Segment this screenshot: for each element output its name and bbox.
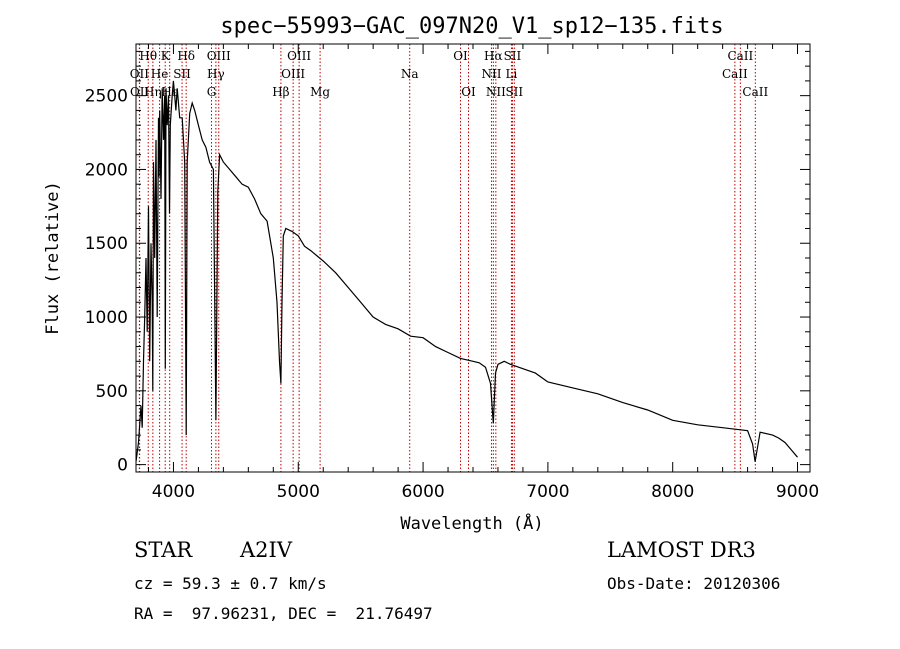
spectral-line-label: NII	[481, 67, 501, 81]
x-tick-label: 6000	[401, 482, 444, 502]
x-tick-label: 9000	[776, 482, 819, 502]
observation-date: Obs-Date: 20120306	[607, 574, 781, 593]
spectral-line-label: Hδ	[177, 49, 195, 63]
spectral-line-label: OIII	[207, 49, 231, 63]
spectral-line-label: Hγ	[207, 67, 225, 81]
redshift-velocity: cz = 59.3 ± 0.7 km/s	[134, 574, 327, 593]
spectral-line-label: SII	[505, 85, 523, 99]
spectral-line-label: CaII	[727, 49, 753, 63]
y-axis-ticks: 0 500 1000 1500 2000 2500	[85, 50, 810, 476]
y-tick-label: 2500	[85, 87, 128, 107]
x-axis-ticks: 4000 5000 6000 7000 8000 9000	[147, 44, 819, 502]
spectral-line-label: He	[151, 67, 169, 81]
flux-series-line	[135, 80, 798, 462]
spectral-line-label: Hε	[161, 85, 178, 99]
x-tick-label: 4000	[152, 482, 195, 502]
chart-title: spec−55993−GAC_097N20_V1_sp12−135.fits	[220, 14, 723, 39]
object-class: STAR	[134, 538, 193, 562]
plot-frame	[135, 43, 811, 473]
y-tick-label: 2000	[85, 160, 128, 180]
spectral-line-label: NII	[486, 85, 506, 99]
spectral-line-label: Na	[401, 67, 419, 81]
spectral-line-label: Hα	[484, 49, 503, 63]
y-tick-label: 1500	[85, 234, 128, 254]
coordinates: RA = 97.96231, DEC = 21.76497	[134, 604, 433, 623]
spectral-line-label: K	[161, 49, 171, 63]
x-tick-label: 8000	[651, 482, 694, 502]
object-subclass: A2IV	[240, 538, 292, 562]
spectral-line-label: OIII	[287, 49, 311, 63]
spectral-line-label: OII	[130, 67, 150, 81]
spectral-line-label: SII	[504, 49, 522, 63]
x-axis-label: Wavelength (Å)	[400, 512, 543, 534]
spectral-line-label: CaII	[742, 85, 768, 99]
spectral-line-label: Hη	[144, 85, 162, 99]
x-tick-label: 7000	[526, 482, 569, 502]
spectral-line-label: Hβ	[272, 85, 289, 99]
spectral-line-label: OIII	[281, 67, 305, 81]
spectral-line-label: Hθ	[139, 49, 157, 63]
y-tick-label: 1000	[85, 308, 128, 328]
x-tick-label: 5000	[277, 482, 320, 502]
spectral-line-label: Mg	[310, 85, 330, 99]
survey-name: LAMOST DR3	[607, 538, 756, 562]
y-tick-label: 500	[96, 382, 128, 402]
spectral-lines-layer	[138, 44, 756, 472]
y-axis-label: Flux (relative)	[43, 181, 63, 335]
spectral-line-label: CaII	[722, 67, 748, 81]
spectral-line-label: OI	[461, 85, 476, 99]
spectral-line-label: SII	[173, 67, 191, 81]
spectral-line-label: G	[207, 85, 217, 99]
spectral-line-label: Li	[506, 67, 518, 81]
spectral-line-label: OI	[453, 49, 468, 63]
y-tick-label: 0	[117, 456, 128, 476]
